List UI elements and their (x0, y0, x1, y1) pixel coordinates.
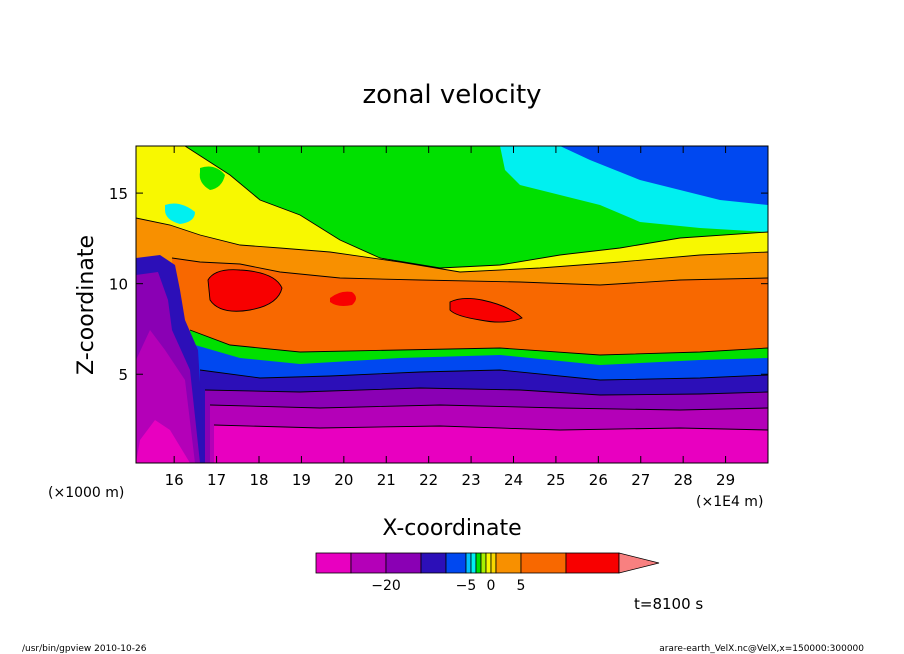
x-tick-label-8: 24 (504, 471, 523, 489)
colorbar-bin-1 (350, 552, 387, 574)
patch-red-2 (330, 291, 356, 306)
x-tick-label-10: 26 (589, 471, 608, 489)
colorbar-bin-5 (465, 552, 472, 574)
x-tick-label-13: 29 (716, 471, 735, 489)
colorbar-bin-13 (565, 552, 620, 574)
x-tick-label-5: 21 (377, 471, 396, 489)
colorbar-bin-2 (385, 552, 422, 574)
patch-red-3 (450, 298, 522, 323)
x-tick-label-9: 25 (546, 471, 565, 489)
x-axis-label: X-coordinate (382, 516, 521, 541)
colorbar-tick-label-1: −5 (456, 578, 477, 594)
colorbar-bin-7 (475, 552, 482, 574)
contour-lines (136, 146, 768, 431)
colorbar-bin-9 (485, 552, 492, 574)
x-tick-label-11: 27 (631, 471, 650, 489)
colorbar-bin-0 (315, 552, 352, 574)
y-axis: 5 10 15 (109, 185, 768, 384)
x-tick-label-12: 28 (674, 471, 693, 489)
band-magenta-lower (214, 425, 768, 463)
colorbar-bin-4 (445, 552, 467, 574)
y-unit-note: (×1000 m) (48, 485, 124, 501)
x-tick-label-2: 18 (249, 471, 268, 489)
footer-right: arare-earth_VelX.nc@VelX,x=150000:300000 (659, 644, 864, 654)
y-tick-label-1: 10 (109, 276, 128, 294)
colorbar-over-arrow (618, 552, 660, 574)
x-tick-label-3: 19 (292, 471, 311, 489)
y-tick-label-0: 5 (118, 366, 128, 384)
band-left-magenta (136, 420, 190, 463)
colorbar-bin-8 (480, 552, 487, 574)
colorbar-tick-label-0: −20 (371, 578, 401, 594)
colorbar-tick-label-3: 5 (517, 578, 526, 594)
contour-field (136, 146, 768, 463)
x-tick-label-7: 23 (462, 471, 481, 489)
x-axis: 16 17 18 19 20 21 22 23 24 25 26 27 28 29 (165, 146, 735, 489)
patch-red-1 (208, 269, 282, 312)
colorbar-bin-11 (495, 552, 522, 574)
colorbar-bin-12 (520, 552, 567, 574)
x-unit-note: (×1E4 m) (696, 494, 763, 510)
colorbar: −20 −5 0 5 (315, 552, 660, 594)
chart-title: zonal velocity (362, 80, 541, 110)
x-tick-label-1: 17 (207, 471, 226, 489)
colorbar-tick-label-2: 0 (487, 578, 496, 594)
x-tick-label-4: 20 (334, 471, 353, 489)
patch-cyan-left (165, 203, 195, 224)
x-tick-label-6: 22 (419, 471, 438, 489)
band-upper-blue (560, 146, 768, 205)
patch-green-left (199, 166, 225, 190)
plot-frame (135, 145, 769, 464)
time-label: t=8100 s (634, 595, 703, 613)
colorbar-bin-6 (470, 552, 477, 574)
footer-left: /usr/bin/gpview 2010-10-26 (22, 644, 147, 654)
colorbar-bin-10 (490, 552, 497, 574)
y-axis-label: Z-coordinate (74, 235, 99, 375)
colorbar-bin-3 (420, 552, 447, 574)
y-tick-label-2: 15 (109, 185, 128, 203)
x-tick-label-0: 16 (165, 471, 184, 489)
